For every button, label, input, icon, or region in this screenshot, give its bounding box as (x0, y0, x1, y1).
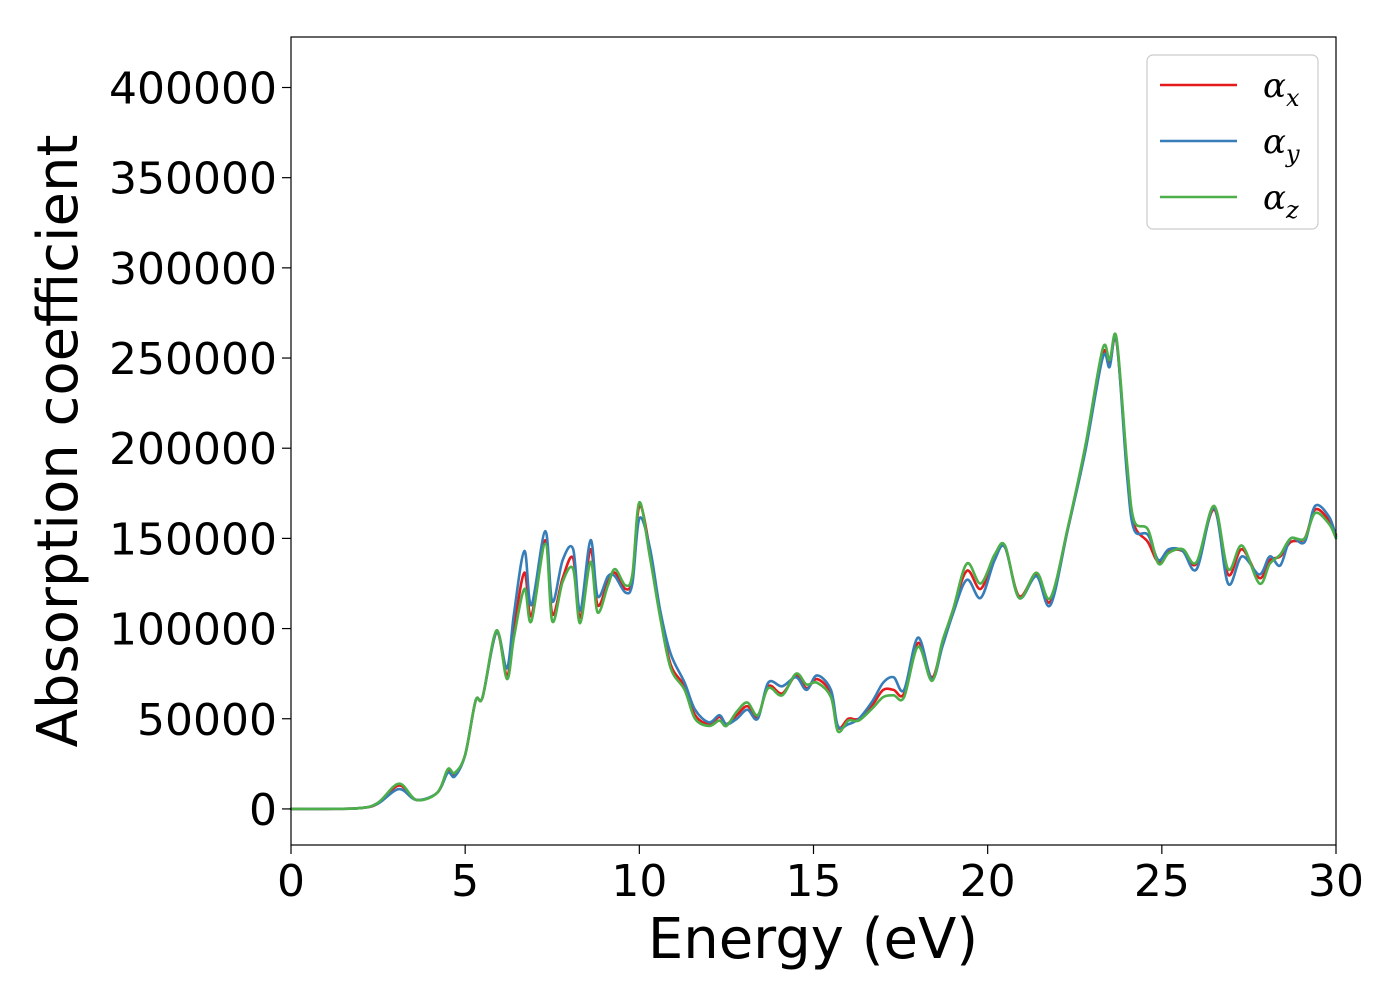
y-tick-label: 250000 (109, 334, 277, 385)
plot-area (289, 36, 1338, 846)
series-line-alpha-z (289, 332, 1338, 811)
y-tick-label: 400000 (109, 64, 277, 115)
legend-subscript: x (1286, 84, 1300, 112)
x-tick-label: 10 (611, 856, 667, 907)
y-tick-label: 0 (249, 785, 277, 836)
y-axis: 0 50000 100000 150000 200000 250000 300000 3500… (109, 64, 291, 836)
legend-subscript: y (1285, 140, 1300, 168)
legend-subscript: z (1285, 196, 1299, 224)
x-axis-title: Energy (eV) (648, 907, 978, 972)
x-axis: 0 5 10 15 20 25 30 (277, 845, 1364, 907)
x-tick-label: 15 (786, 856, 842, 907)
y-tick-label: 100000 (109, 605, 277, 656)
legend-symbol: α (1263, 178, 1286, 218)
y-axis-title: Absorption coefficient (26, 135, 91, 748)
x-tick-label: 25 (1134, 856, 1190, 907)
legend-label: αy (1263, 122, 1300, 168)
y-tick-label: 200000 (109, 424, 277, 475)
legend-label: αz (1263, 178, 1299, 224)
x-tick-label: 20 (960, 856, 1016, 907)
legend-symbol: α (1263, 66, 1286, 106)
series-layer (289, 332, 1338, 811)
x-tick-label: 0 (277, 856, 305, 907)
y-tick-label: 300000 (109, 244, 277, 295)
y-tick-label: 350000 (109, 154, 277, 205)
legend-label: αx (1263, 66, 1300, 112)
x-tick-label: 30 (1308, 856, 1364, 907)
y-tick-label: 50000 (137, 695, 277, 746)
legend-symbol: α (1263, 122, 1286, 162)
x-tick-label: 5 (451, 856, 479, 907)
y-tick-label: 150000 (109, 514, 277, 565)
